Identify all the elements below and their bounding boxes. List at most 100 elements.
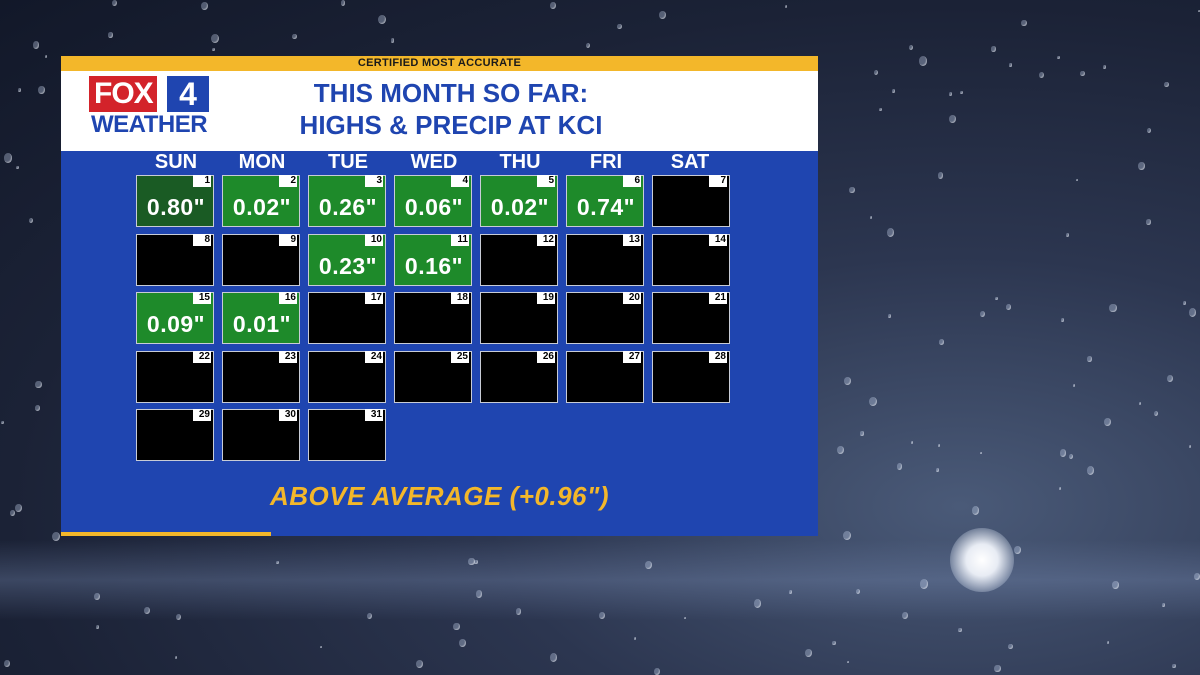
raindrop xyxy=(868,397,877,407)
raindrop xyxy=(200,2,208,11)
calendar-day-5: 5 0.02" xyxy=(480,175,558,227)
raindrop xyxy=(550,652,558,662)
calendar-day-29: 29 xyxy=(136,409,214,461)
calendar-day-26: 26 xyxy=(480,351,558,403)
raindrop xyxy=(887,313,892,318)
precip-value: 0.23" xyxy=(318,253,378,279)
title-line-1: THIS MONTH SO FAR: xyxy=(313,78,589,108)
day-number: 3 xyxy=(365,175,383,187)
raindrop xyxy=(617,23,622,29)
weekday-thu: THU xyxy=(499,151,541,173)
raindrop xyxy=(35,405,41,411)
raindrop xyxy=(95,625,99,630)
raindrop xyxy=(1163,81,1169,88)
raindrop xyxy=(1138,162,1145,170)
calendar-day-2: 2 0.02" xyxy=(222,175,300,227)
weather-panel: CERTIFIED MOST ACCURATE FOX 4 WEATHER TH… xyxy=(61,56,818,536)
raindrop xyxy=(908,45,913,51)
calendar-day-18: 18 xyxy=(394,292,472,344)
raindrop xyxy=(474,560,478,565)
raindrop xyxy=(1153,411,1158,416)
raindrop xyxy=(15,503,23,513)
calendar-day-11: 11 0.16" xyxy=(394,234,472,286)
raindrop xyxy=(937,172,944,180)
precip-value: 0.02" xyxy=(490,194,550,220)
day-number: 23 xyxy=(279,351,297,363)
raindrop xyxy=(860,431,864,436)
raindrop xyxy=(886,228,895,238)
raindrop xyxy=(516,608,522,615)
calendar-day-7: 7 xyxy=(652,175,730,227)
calendar-day-24: 24 xyxy=(308,351,386,403)
day-number: 15 xyxy=(193,292,211,304)
raindrop xyxy=(910,440,914,445)
calendar-day-25: 25 xyxy=(394,351,472,403)
day-number: 18 xyxy=(451,292,469,304)
raindrop xyxy=(891,88,896,94)
raindrop xyxy=(644,560,652,570)
title-line-2: HIGHS & PRECIP AT KCI xyxy=(299,110,603,140)
raindrop xyxy=(1059,449,1066,457)
raindrop xyxy=(275,560,279,565)
raindrop xyxy=(785,5,788,8)
fox4-weather-logo: FOX 4 WEATHER xyxy=(89,76,214,144)
calendar-day-14: 14 xyxy=(652,234,730,286)
raindrop xyxy=(1009,63,1012,67)
raindrop xyxy=(1172,663,1177,669)
raindrop xyxy=(174,656,178,660)
day-number: 25 xyxy=(451,351,469,363)
calendar-day-10: 10 0.23" xyxy=(308,234,386,286)
weekday-tue: TUE xyxy=(328,151,368,173)
day-number: 4 xyxy=(451,175,469,187)
raindrop xyxy=(1006,304,1011,310)
raindrop xyxy=(1102,65,1107,70)
raindrop xyxy=(1038,72,1044,79)
day-number: 8 xyxy=(193,234,211,246)
raindrop xyxy=(390,38,395,43)
weekday-sun: SUN xyxy=(154,151,198,173)
raindrop xyxy=(1188,444,1192,449)
raindrop xyxy=(175,614,181,621)
raindrop xyxy=(1014,545,1021,554)
day-number: 17 xyxy=(365,292,383,304)
raindrop xyxy=(659,11,667,20)
calendar-day-30: 30 xyxy=(222,409,300,461)
header: FOX 4 WEATHER THIS MONTH SO FAR: HIGHS &… xyxy=(61,71,818,151)
raindrop xyxy=(28,218,34,224)
raindrop xyxy=(1021,19,1027,26)
weekday-wed: WED xyxy=(410,151,458,173)
raindrop xyxy=(937,443,940,447)
raindrop xyxy=(948,114,956,123)
raindrop xyxy=(1058,487,1062,490)
day-number: 30 xyxy=(279,409,297,421)
raindrop xyxy=(44,55,47,58)
raindrop xyxy=(1188,307,1196,317)
precip-value: 0.09" xyxy=(146,311,206,337)
raindrop xyxy=(1112,580,1119,589)
day-number: 12 xyxy=(537,234,555,246)
calendar-day-28: 28 xyxy=(652,351,730,403)
raindrop xyxy=(1193,572,1200,581)
raindrop xyxy=(1161,603,1166,608)
raindrop xyxy=(753,598,762,608)
calendar-day-15: 15 0.09" xyxy=(136,292,214,344)
raindrop xyxy=(991,46,996,52)
day-number: 20 xyxy=(623,292,641,304)
raindrop xyxy=(10,510,15,517)
raindrop xyxy=(844,377,852,386)
raindrop xyxy=(33,40,40,49)
headlight-glow xyxy=(950,528,1014,592)
raindrop xyxy=(959,90,963,94)
raindrop xyxy=(958,628,962,633)
raindrop xyxy=(654,668,660,675)
day-number: 1 xyxy=(193,175,211,187)
raindrop xyxy=(1146,219,1151,225)
calendar-day-4: 4 0.06" xyxy=(394,175,472,227)
precip-value: 0.80" xyxy=(146,194,206,220)
calendar-day-22: 22 xyxy=(136,351,214,403)
day-number: 19 xyxy=(537,292,555,304)
raindrop xyxy=(17,87,22,93)
raindrop xyxy=(211,33,220,43)
raindrop xyxy=(1072,383,1076,387)
